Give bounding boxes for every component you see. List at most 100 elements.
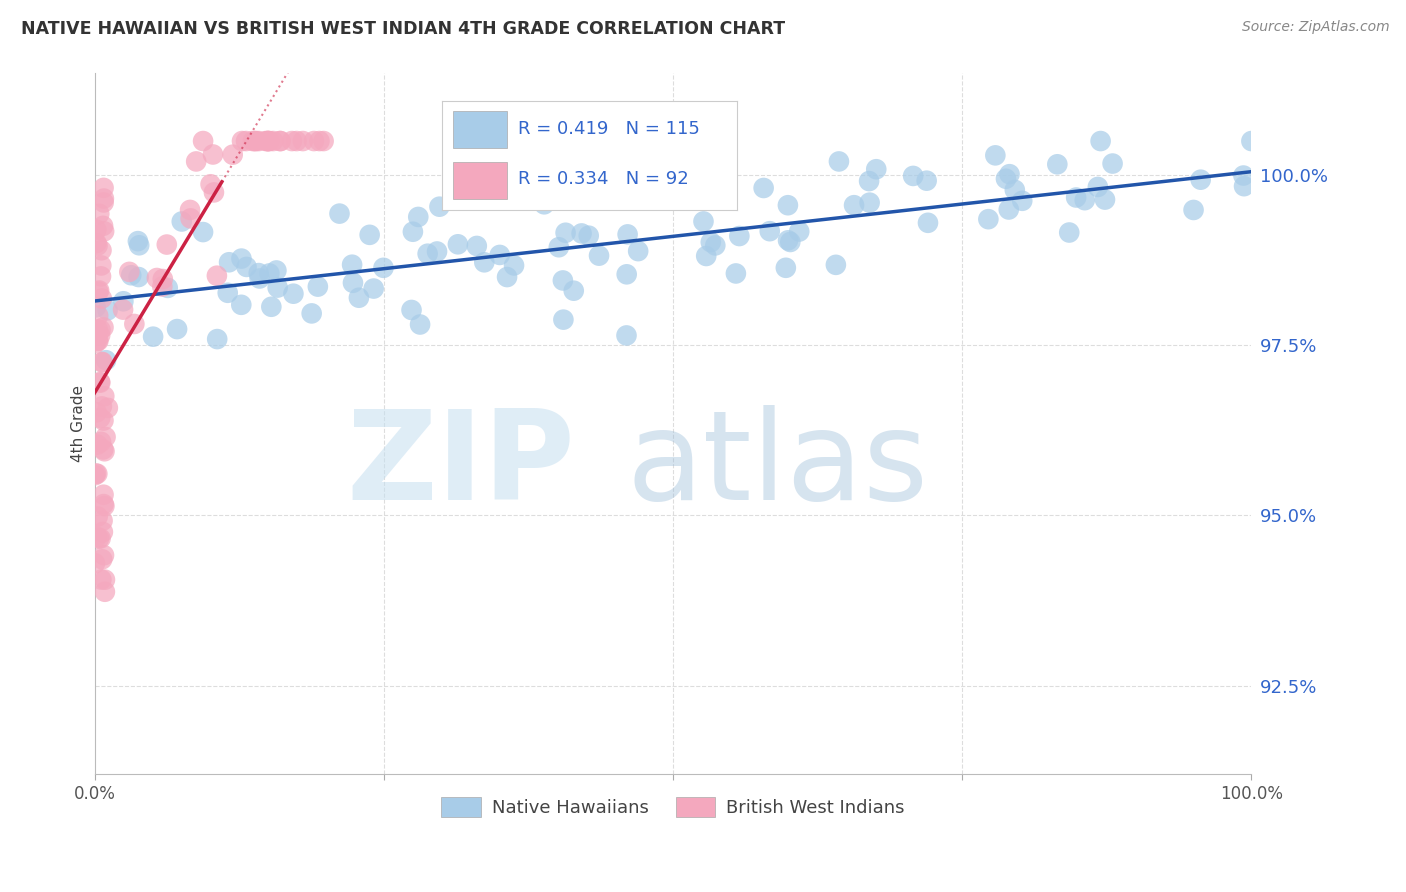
Point: [901, 169, 924, 183]
Point: [235, 134, 257, 148]
Point: [828, 154, 851, 169]
Point: [91, 219, 114, 233]
Point: [84, 557, 107, 571]
Point: [86, 530, 108, 544]
Point: [776, 233, 799, 247]
Point: [472, 255, 495, 269]
Point: [245, 134, 267, 148]
Point: [600, 190, 623, 204]
Point: [281, 134, 304, 148]
Point: [142, 329, 165, 343]
Point: [695, 249, 717, 263]
Point: [94, 430, 117, 444]
Point: [266, 263, 288, 277]
Point: [571, 227, 593, 241]
Point: [86, 223, 108, 237]
Point: [283, 286, 305, 301]
Point: [328, 206, 350, 220]
Point: [217, 285, 239, 300]
Point: [205, 268, 228, 283]
Point: [1233, 179, 1256, 194]
Point: [825, 258, 848, 272]
Point: [89, 375, 111, 389]
Point: [562, 284, 585, 298]
Point: [89, 328, 111, 343]
Point: [347, 291, 370, 305]
Point: [426, 244, 449, 259]
Point: [93, 224, 115, 238]
Point: [90, 259, 112, 273]
Point: [93, 320, 115, 334]
Point: [93, 389, 115, 403]
Point: [291, 134, 314, 148]
Point: [93, 192, 115, 206]
Point: [235, 260, 257, 274]
Point: [373, 260, 395, 275]
Point: [588, 249, 610, 263]
Point: [93, 181, 115, 195]
Point: [191, 134, 214, 148]
Point: [775, 260, 797, 275]
Point: [91, 552, 114, 566]
Point: [90, 532, 112, 546]
Point: [218, 255, 240, 269]
Point: [728, 229, 751, 244]
Point: [488, 248, 510, 262]
Point: [94, 584, 117, 599]
Point: [247, 266, 270, 280]
Point: [200, 178, 222, 192]
Point: [93, 413, 115, 427]
Point: [363, 281, 385, 295]
Point: [865, 162, 887, 177]
Point: [1094, 193, 1116, 207]
Point: [1240, 134, 1263, 148]
Point: [93, 499, 115, 513]
Point: [752, 181, 775, 195]
Text: atlas: atlas: [626, 405, 928, 526]
Point: [553, 312, 575, 326]
Point: [127, 234, 149, 248]
Y-axis label: 4th Grade: 4th Grade: [72, 385, 86, 462]
Point: [616, 328, 638, 343]
Point: [89, 207, 111, 221]
Point: [266, 280, 288, 294]
Point: [87, 509, 110, 524]
Point: [627, 244, 650, 259]
Point: [87, 334, 110, 348]
Point: [201, 147, 224, 161]
Point: [156, 237, 179, 252]
Point: [128, 238, 150, 252]
Point: [312, 134, 335, 148]
Point: [547, 240, 569, 254]
Point: [496, 270, 519, 285]
Point: [93, 195, 115, 210]
Point: [91, 442, 114, 457]
Point: [447, 237, 470, 252]
Point: [202, 186, 225, 200]
Point: [342, 276, 364, 290]
Point: [89, 376, 111, 390]
Point: [152, 272, 174, 286]
Point: [222, 147, 245, 161]
Point: [84, 468, 107, 483]
Point: [704, 238, 727, 252]
Text: NATIVE HAWAIIAN VS BRITISH WEST INDIAN 4TH GRADE CORRELATION CHART: NATIVE HAWAIIAN VS BRITISH WEST INDIAN 4…: [21, 20, 785, 37]
Point: [87, 532, 110, 546]
Point: [86, 334, 108, 348]
Point: [128, 270, 150, 285]
Point: [90, 573, 112, 587]
Point: [86, 235, 108, 250]
Point: [86, 437, 108, 451]
Point: [700, 235, 723, 250]
Point: [578, 228, 600, 243]
Point: [998, 167, 1021, 181]
Point: [308, 134, 330, 148]
Point: [1182, 202, 1205, 217]
Point: [86, 322, 108, 336]
Point: [616, 227, 638, 242]
Point: [231, 134, 253, 148]
Point: [1232, 169, 1254, 183]
Point: [1057, 226, 1080, 240]
Point: [89, 323, 111, 337]
Point: [533, 197, 555, 211]
